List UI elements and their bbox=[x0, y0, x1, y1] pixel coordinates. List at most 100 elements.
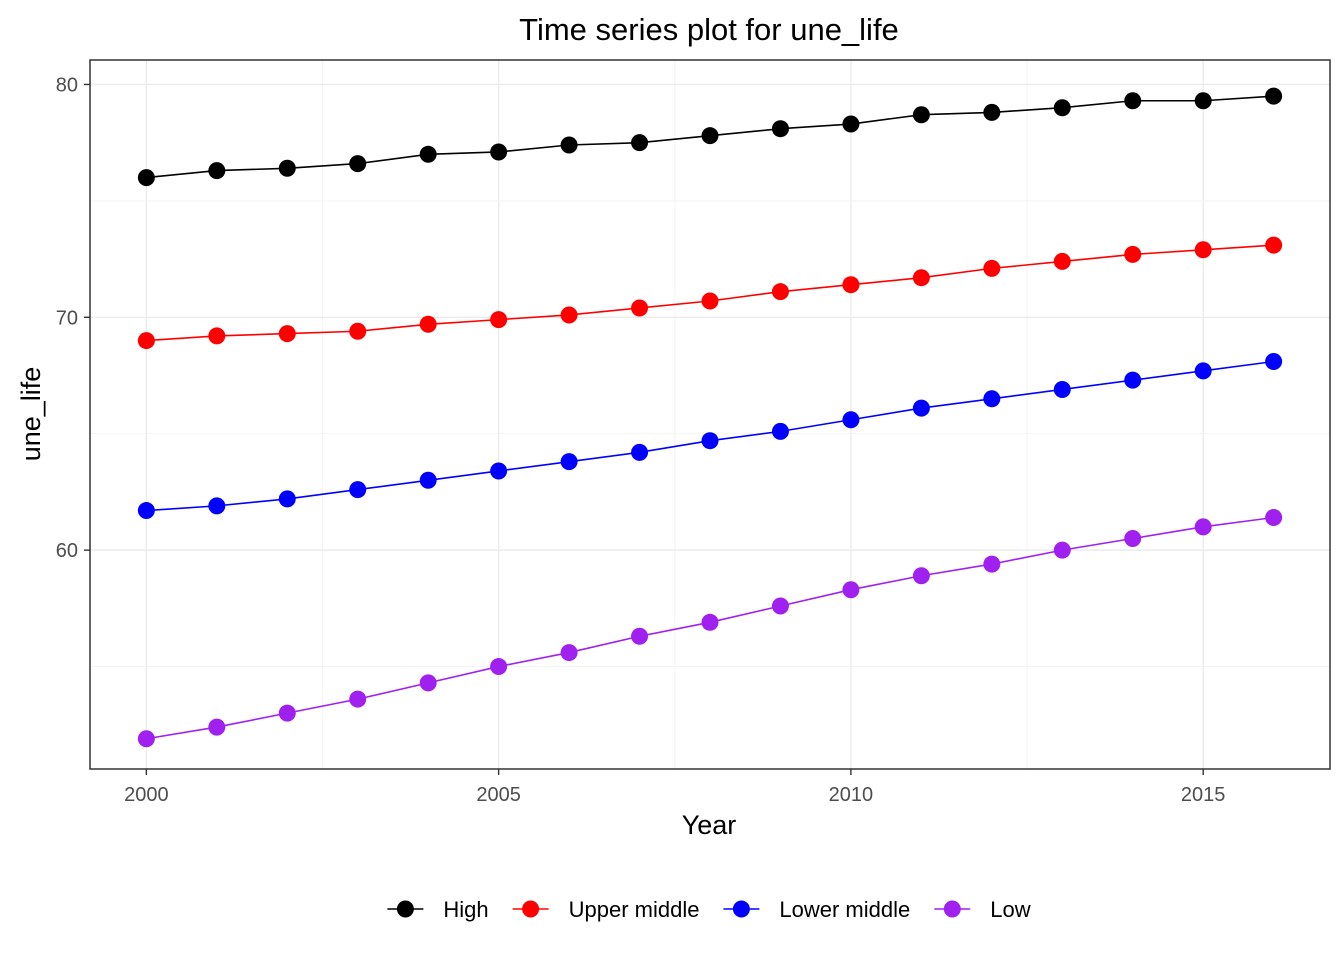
data-point bbox=[278, 159, 296, 177]
data-point bbox=[983, 103, 1001, 121]
data-point bbox=[983, 259, 1001, 277]
data-point bbox=[1265, 353, 1283, 371]
data-point bbox=[912, 399, 930, 417]
data-point bbox=[208, 718, 226, 736]
legend-key-point bbox=[732, 900, 750, 918]
data-point bbox=[701, 613, 719, 631]
legend-key-point bbox=[522, 900, 540, 918]
data-point bbox=[1124, 92, 1142, 110]
data-point bbox=[1124, 245, 1142, 263]
data-point bbox=[771, 283, 789, 301]
y-tick-label: 60 bbox=[56, 540, 78, 562]
data-point bbox=[490, 311, 508, 329]
legend-item: Upper middle bbox=[512, 897, 700, 922]
data-point bbox=[137, 169, 155, 187]
legend-item: Lower middle bbox=[723, 897, 910, 922]
data-point bbox=[490, 462, 508, 480]
data-point bbox=[983, 390, 1001, 408]
data-point bbox=[842, 276, 860, 294]
data-point bbox=[842, 411, 860, 429]
x-tick-label: 2015 bbox=[1181, 784, 1226, 806]
data-point bbox=[208, 327, 226, 345]
series-lower-middle bbox=[137, 353, 1283, 520]
data-point bbox=[842, 581, 860, 599]
data-point bbox=[1265, 236, 1283, 254]
series-upper-middle bbox=[137, 236, 1283, 350]
data-point bbox=[1194, 518, 1212, 536]
data-point bbox=[771, 120, 789, 138]
data-point bbox=[1053, 252, 1071, 270]
data-point bbox=[701, 127, 719, 145]
data-point bbox=[278, 490, 296, 508]
data-point bbox=[349, 481, 367, 499]
series-layer bbox=[137, 87, 1283, 748]
legend-label: High bbox=[443, 897, 488, 922]
chart-title: Time series plot for une_life bbox=[519, 12, 899, 47]
legend-key-point bbox=[943, 900, 961, 918]
data-point bbox=[137, 502, 155, 520]
data-point bbox=[631, 627, 649, 645]
plot-panel-border bbox=[89, 59, 1331, 770]
data-point bbox=[912, 106, 930, 124]
data-point bbox=[1194, 241, 1212, 259]
data-point bbox=[1265, 509, 1283, 527]
legend-label: Lower middle bbox=[779, 897, 910, 922]
data-point bbox=[912, 269, 930, 287]
data-point bbox=[1053, 380, 1071, 398]
legend-item: Low bbox=[934, 897, 1031, 922]
data-point bbox=[137, 730, 155, 748]
data-point bbox=[349, 155, 367, 173]
y-axis-title: une_life bbox=[16, 367, 46, 462]
legend-item: High bbox=[387, 897, 489, 922]
data-point bbox=[842, 115, 860, 133]
x-tick-label: 2000 bbox=[124, 784, 169, 806]
data-point bbox=[701, 292, 719, 310]
y-tick-label: 80 bbox=[56, 74, 78, 96]
data-point bbox=[349, 322, 367, 340]
grid bbox=[90, 60, 1330, 769]
data-point bbox=[701, 432, 719, 450]
data-point bbox=[419, 674, 437, 692]
data-point bbox=[983, 555, 1001, 573]
data-point bbox=[771, 597, 789, 615]
legend: High Upper middle Lower middle Low bbox=[387, 897, 1031, 922]
series-high bbox=[137, 87, 1283, 187]
x-tick-label: 2005 bbox=[476, 784, 521, 806]
data-point bbox=[560, 644, 578, 662]
data-point bbox=[208, 497, 226, 515]
series-low bbox=[137, 509, 1283, 748]
data-point bbox=[1265, 87, 1283, 105]
data-point bbox=[278, 325, 296, 343]
data-point bbox=[631, 134, 649, 152]
axes: 2000 2005 2010 2015 60 70 80 bbox=[56, 74, 1226, 806]
x-tick-label: 2010 bbox=[829, 784, 874, 806]
data-point bbox=[349, 690, 367, 708]
data-point bbox=[631, 299, 649, 317]
data-point bbox=[137, 332, 155, 350]
data-point bbox=[631, 443, 649, 461]
data-point bbox=[560, 453, 578, 471]
data-point bbox=[419, 315, 437, 333]
data-point bbox=[771, 422, 789, 440]
data-point bbox=[912, 567, 930, 585]
legend-label: Low bbox=[990, 897, 1030, 922]
data-point bbox=[490, 658, 508, 676]
legend-label: Upper middle bbox=[569, 897, 700, 922]
data-point bbox=[490, 143, 508, 161]
data-point bbox=[560, 306, 578, 324]
data-point bbox=[1194, 92, 1212, 110]
data-point bbox=[1124, 529, 1142, 547]
data-point bbox=[1194, 362, 1212, 380]
legend-key-point bbox=[396, 900, 414, 918]
y-tick-label: 70 bbox=[56, 307, 78, 329]
data-point bbox=[419, 471, 437, 489]
data-point bbox=[419, 145, 437, 163]
data-point bbox=[1053, 541, 1071, 559]
data-point bbox=[1124, 371, 1142, 389]
data-point bbox=[278, 704, 296, 722]
data-point bbox=[1053, 99, 1071, 117]
data-point bbox=[208, 162, 226, 180]
data-point bbox=[560, 136, 578, 154]
